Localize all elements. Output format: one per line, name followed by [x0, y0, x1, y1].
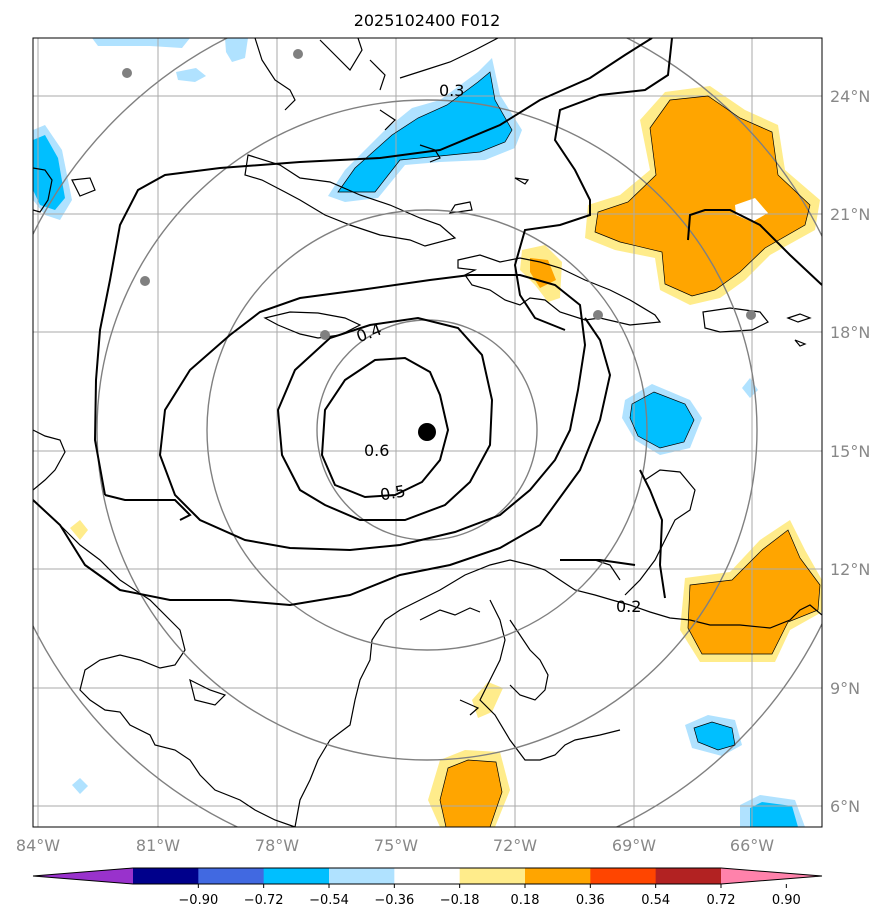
colorbar-segment: [459, 868, 526, 884]
anomaly-negative-fill: [338, 72, 512, 192]
city-marker: [746, 310, 756, 320]
city-marker: [293, 49, 303, 59]
contour-0.4: [158, 274, 587, 552]
y-tick-label: 15°N: [830, 442, 870, 461]
contour-0.2c: [639, 469, 666, 599]
colorbar-tick-label: −0.54: [309, 893, 349, 908]
colorbar-extend-high: [721, 868, 822, 884]
contour-0.6: [320, 356, 450, 499]
contour-0.2: [33, 317, 612, 607]
y-tick-label: 12°N: [830, 560, 870, 579]
range-rings: [33, 38, 822, 827]
anomaly-negative-fill: [92, 38, 190, 48]
map-plot-area: 0.3 0.4 0.6 0.5 0.2: [33, 38, 822, 827]
x-tick-label: 84°W: [16, 836, 60, 855]
range-ring: [96, 99, 758, 761]
range-ring: [206, 209, 648, 651]
x-axis: 84°W 81°W 78°W 75°W 72°W 69°W 66°W: [16, 836, 774, 855]
colorbar-segment: [329, 868, 395, 884]
anomaly-positive-fill: [595, 96, 810, 296]
contour-label: 0.2: [616, 597, 641, 616]
storm-center-marker: [418, 423, 436, 441]
contour-0.2b: [513, 38, 673, 331]
contour-0.5: [276, 316, 494, 521]
colorbar-tick-label: −0.18: [440, 893, 480, 908]
colorbar-tick-label: 0.18: [511, 893, 540, 908]
contour-label: 0.6: [364, 441, 389, 460]
anomaly-positive-fill: [70, 520, 88, 540]
colorbar-segment: [655, 868, 722, 884]
colorbar-tick-label: −0.36: [374, 893, 414, 908]
colorbar-tick-label: 0.36: [576, 893, 605, 908]
figure-title: 2025102400 F012: [354, 11, 501, 30]
colorbar-extend-low: [33, 868, 133, 884]
city-marker: [593, 310, 603, 320]
anomaly-negative-fill: [750, 802, 798, 827]
x-tick-label: 69°W: [612, 836, 656, 855]
x-tick-label: 66°W: [730, 836, 774, 855]
colorbar-segment: [394, 868, 461, 884]
contour-0.2d: [687, 209, 822, 286]
shading-layer: [33, 38, 822, 827]
y-tick-label: 18°N: [830, 323, 870, 342]
colorbar-tick-label: 0.72: [707, 893, 736, 908]
anomaly-negative-fill: [694, 722, 735, 750]
contour-label: 0.5: [379, 481, 407, 504]
y-tick-label: 24°N: [830, 87, 870, 106]
city-marker: [122, 68, 132, 78]
anomaly-positive-fill: [472, 682, 503, 718]
markers: [122, 49, 756, 441]
contour-0.2e: [560, 559, 636, 566]
city-marker: [320, 330, 330, 340]
anomaly-negative-fill: [225, 38, 248, 62]
anomaly-positive-fill: [440, 760, 502, 827]
contour-label: 0.3: [439, 81, 464, 100]
x-tick-label: 78°W: [255, 836, 299, 855]
anomaly-negative-fill: [742, 378, 758, 398]
x-tick-label: 75°W: [374, 836, 418, 855]
x-tick-label: 81°W: [136, 836, 180, 855]
colorbar-segment: [133, 868, 199, 884]
y-tick-label: 6°N: [830, 797, 860, 816]
anomaly-negative-fill: [176, 68, 206, 82]
colorbar-segment: [590, 868, 657, 884]
contours: [33, 38, 822, 607]
map-frame: [32, 37, 823, 828]
colorbar-segment: [263, 868, 330, 884]
colorbar-segment: [525, 868, 591, 884]
colorbar-tick-label: 0.54: [641, 893, 670, 908]
anomaly-positive-fill: [688, 530, 820, 654]
colorbar-tick-label: −0.90: [178, 893, 218, 908]
colorbar: −0.90 −0.72 −0.54 −0.36 −0.18 0.18 0.36 0.54 0.7…: [32, 867, 823, 908]
x-tick-label: 72°W: [493, 836, 537, 855]
anomaly-negative-fill: [72, 778, 88, 794]
colorbar-tick-label: 0.90: [772, 893, 801, 908]
y-tick-label: 9°N: [830, 679, 860, 698]
colorbar-segment: [198, 868, 265, 884]
colorbar-tick-label: −0.72: [244, 893, 284, 908]
contour-0.3-inner: [104, 494, 192, 521]
y-axis: 24°N 21°N 18°N 15°N 12°N 9°N 6°N: [830, 87, 870, 816]
contour-0.3: [93, 38, 653, 496]
city-marker: [140, 276, 150, 286]
y-tick-label: 21°N: [830, 205, 870, 224]
